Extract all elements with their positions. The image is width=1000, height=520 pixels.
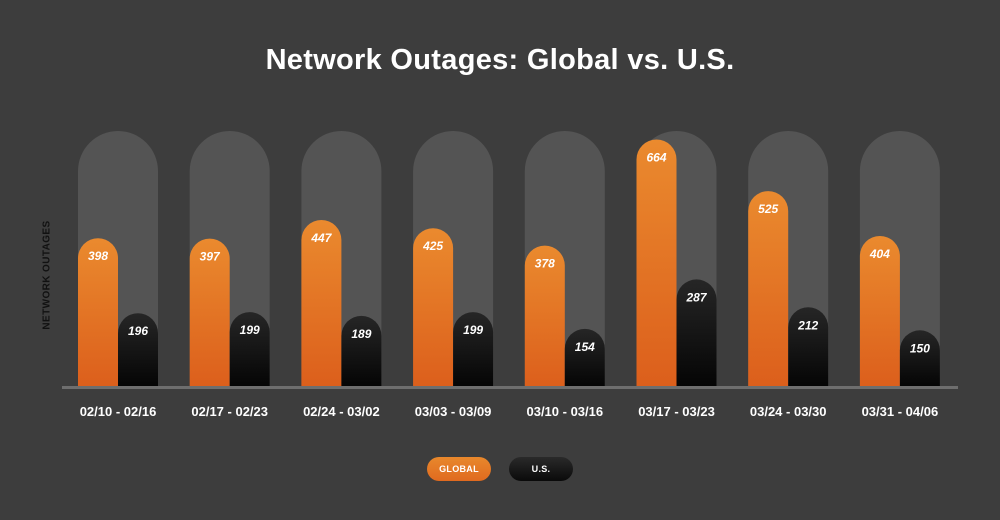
bar-global[interactable] xyxy=(301,220,342,386)
data-label-us: 199 xyxy=(240,323,260,337)
legend-item-us[interactable]: U.S. xyxy=(509,457,573,481)
x-axis-baseline xyxy=(62,386,958,389)
x-tick-label: 03/31 - 04/06 xyxy=(862,404,939,419)
bar-us[interactable] xyxy=(899,330,940,386)
x-tick-label: 02/10 - 02/16 xyxy=(80,404,157,419)
data-label-global: 398 xyxy=(88,249,108,263)
bar-us[interactable] xyxy=(341,315,382,386)
bar-us[interactable] xyxy=(118,313,158,386)
data-label-global: 425 xyxy=(422,239,443,253)
bar-global[interactable] xyxy=(189,238,230,386)
bar-global[interactable] xyxy=(859,235,900,386)
bar-us[interactable] xyxy=(676,279,717,386)
bar-us[interactable] xyxy=(453,312,494,386)
data-label-us: 287 xyxy=(685,290,707,304)
data-label-global: 404 xyxy=(869,247,890,261)
data-label-us: 196 xyxy=(128,324,148,338)
data-label-global: 397 xyxy=(200,250,221,264)
data-label-global: 378 xyxy=(535,257,555,271)
data-label-global: 664 xyxy=(646,150,666,164)
data-label-global: 447 xyxy=(310,231,332,245)
legend: GLOBAL U.S. xyxy=(0,457,1000,481)
x-tick-label: 03/03 - 03/09 xyxy=(415,404,492,419)
bar-us[interactable] xyxy=(564,328,605,386)
data-label-us: 154 xyxy=(575,340,595,354)
bar-global[interactable] xyxy=(748,191,789,386)
legend-item-global[interactable]: GLOBAL xyxy=(427,457,491,481)
bar-global[interactable] xyxy=(636,139,677,386)
bar-global[interactable] xyxy=(78,238,118,386)
bar-us[interactable] xyxy=(788,307,829,386)
bar-global[interactable] xyxy=(524,245,565,386)
bar-us[interactable] xyxy=(229,312,270,386)
x-tick-label: 03/10 - 03/16 xyxy=(526,404,603,419)
x-tick-label: 02/24 - 03/02 xyxy=(303,404,380,419)
data-label-us: 212 xyxy=(797,318,818,332)
bar-global[interactable] xyxy=(413,228,454,386)
data-label-global: 525 xyxy=(758,202,778,216)
x-tick-label: 02/17 - 02/23 xyxy=(191,404,268,419)
data-label-us: 150 xyxy=(910,341,930,355)
x-tick-label: 03/24 - 03/30 xyxy=(750,404,827,419)
data-label-us: 199 xyxy=(463,323,483,337)
data-label-us: 189 xyxy=(351,327,371,341)
x-tick-label: 03/17 - 03/23 xyxy=(638,404,715,419)
chart-title: Network Outages: Global vs. U.S. xyxy=(265,44,735,76)
